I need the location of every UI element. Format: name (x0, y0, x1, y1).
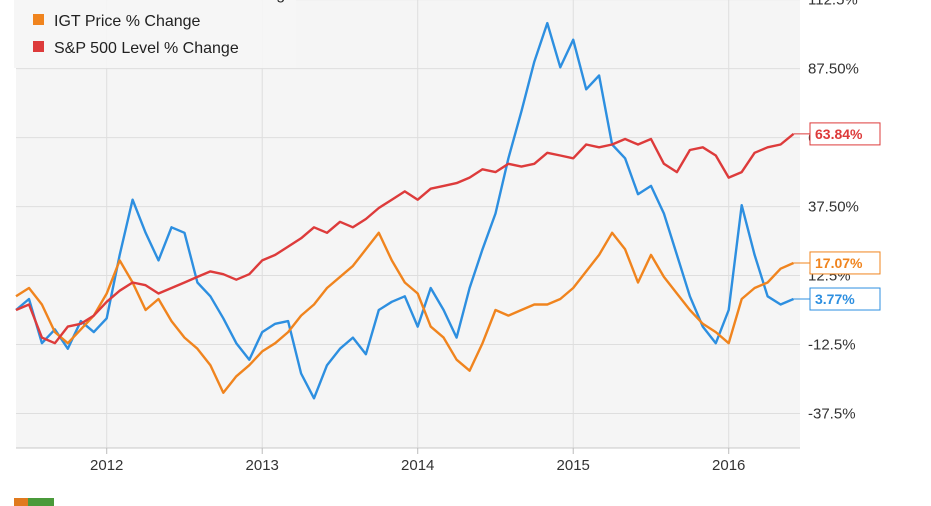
series-line-2 (15, 132, 795, 345)
legend-swatch (33, 41, 44, 52)
end-label-box (809, 122, 881, 146)
legend-swatch (33, 14, 44, 25)
legend: Scientific Games Price % Change IGT Price… (14, 0, 296, 68)
y-tick-label: 112.5% (808, 0, 858, 9)
x-tick-label: 2013 (246, 457, 279, 474)
legend-label: S&P 500 Level % Change (54, 40, 239, 57)
y-tick-label: 37.50% (808, 199, 859, 216)
legend-label: IGT Price % Change (54, 13, 201, 30)
y-tick-label: -12.5% (808, 337, 856, 354)
gridlines (16, 0, 800, 448)
legend-background (14, 0, 296, 68)
end-value-labels: 3.77% 17.07% 63.84% (793, 122, 881, 311)
end-label-box (809, 251, 881, 275)
legend-label: Scientific Games Price % Change (54, 0, 294, 3)
plot-area (16, 0, 800, 448)
series-lines (15, 21, 795, 400)
y-tick-label: -37.5% (808, 406, 856, 423)
end-value-label: 3.77% (815, 291, 855, 307)
y-tick-label: 87.50% (808, 61, 859, 78)
end-value-label: 17.07% (815, 255, 863, 271)
logo-icon (14, 498, 54, 506)
x-tick-label: 2015 (557, 457, 590, 474)
x-axis-ticks: 2012 2013 2014 2015 2016 (90, 448, 745, 474)
series-line-1 (15, 231, 794, 394)
x-tick-label: 2014 (401, 457, 434, 474)
x-tick-label: 2016 (712, 457, 745, 474)
end-value-label: 63.84% (815, 126, 863, 142)
series-line-0 (15, 21, 794, 400)
x-tick-label: 2012 (90, 457, 123, 474)
end-label-box (809, 287, 881, 311)
